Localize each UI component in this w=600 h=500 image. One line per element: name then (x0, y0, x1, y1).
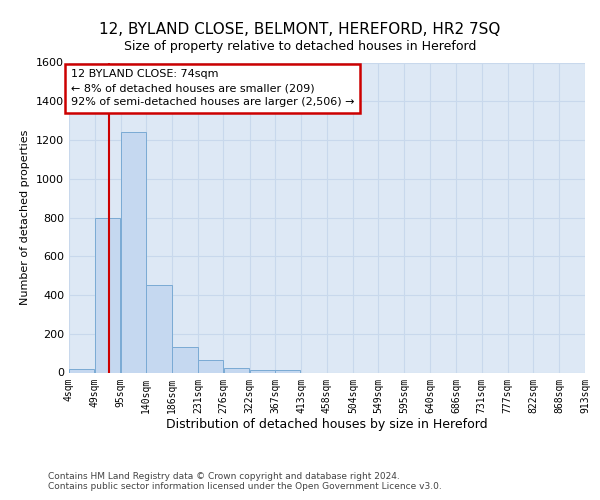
Bar (121, 132, 146, 372)
Bar (224, 368, 249, 372)
Text: Size of property relative to detached houses in Hereford: Size of property relative to detached ho… (124, 40, 476, 53)
Bar (69, 368, 94, 372)
Bar (172, 348, 198, 372)
Text: Contains HM Land Registry data © Crown copyright and database right 2024.: Contains HM Land Registry data © Crown c… (48, 472, 400, 481)
X-axis label: Distribution of detached houses by size in Hereford: Distribution of detached houses by size … (166, 418, 488, 431)
Bar (95, 218, 120, 372)
Text: Contains public sector information licensed under the Open Government Licence v3: Contains public sector information licen… (48, 482, 442, 491)
Y-axis label: Number of detached properties: Number of detached properties (20, 130, 31, 305)
Bar (250, 370, 275, 372)
Text: 12, BYLAND CLOSE, BELMONT, HEREFORD, HR2 7SQ: 12, BYLAND CLOSE, BELMONT, HEREFORD, HR2… (100, 22, 500, 38)
Bar (146, 286, 172, 372)
Text: 12 BYLAND CLOSE: 74sqm
← 8% of detached houses are smaller (209)
92% of semi-det: 12 BYLAND CLOSE: 74sqm ← 8% of detached … (71, 70, 354, 108)
Bar (198, 360, 223, 372)
Bar (275, 370, 301, 372)
